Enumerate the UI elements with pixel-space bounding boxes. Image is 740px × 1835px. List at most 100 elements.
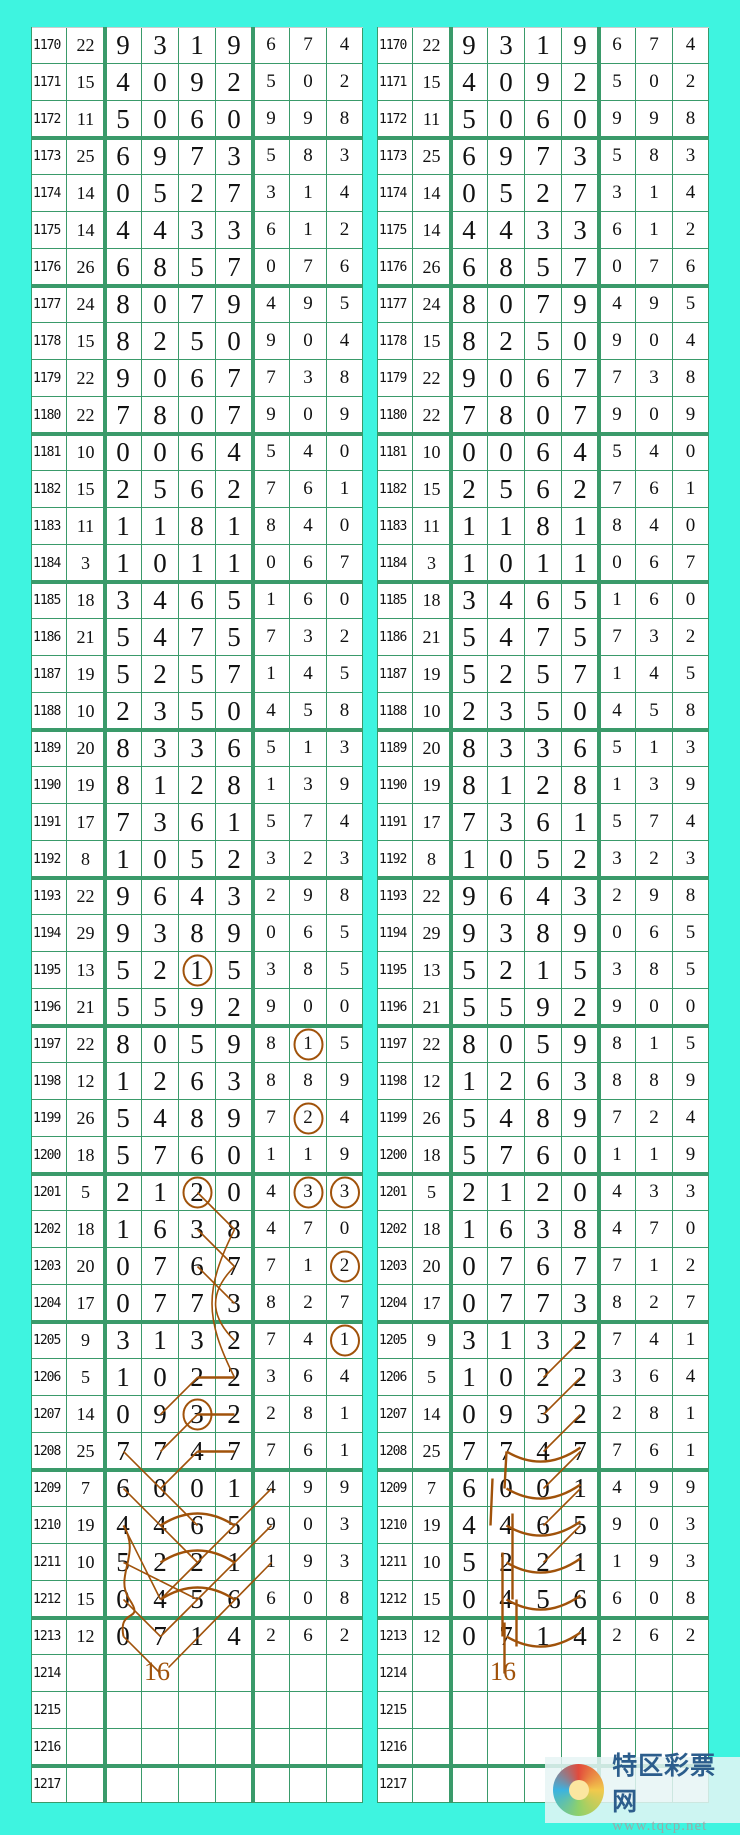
extra-digit bbox=[290, 1692, 327, 1729]
main-digit: 0 bbox=[105, 434, 142, 471]
main-digit bbox=[562, 1692, 599, 1729]
sum-value: 22 bbox=[413, 27, 451, 64]
group-divider bbox=[31, 1616, 363, 1620]
sum-value: 20 bbox=[413, 1248, 451, 1285]
issue-number: 1211 bbox=[31, 1544, 67, 1581]
main-digit: 3 bbox=[142, 804, 179, 841]
main-digit: 7 bbox=[179, 286, 216, 323]
extra-digit: 4 bbox=[636, 434, 673, 471]
issue-number: 1175 bbox=[377, 212, 413, 249]
main-digit: 0 bbox=[451, 1581, 488, 1618]
main-digit: 2 bbox=[488, 656, 525, 693]
extra-digit: 4 bbox=[327, 27, 363, 64]
main-digit: 5 bbox=[142, 175, 179, 212]
main-digit: 7 bbox=[488, 1433, 525, 1470]
sum-value: 13 bbox=[413, 952, 451, 989]
site-logo-icon bbox=[553, 1764, 605, 1816]
issue-number: 1186 bbox=[31, 619, 67, 656]
main-digit: 0 bbox=[488, 545, 525, 582]
main-digit: 8 bbox=[216, 767, 253, 804]
sum-value: 22 bbox=[67, 878, 105, 915]
main-digit: 2 bbox=[451, 1174, 488, 1211]
main-digit: 9 bbox=[451, 878, 488, 915]
main-digit: 4 bbox=[488, 1100, 525, 1137]
issue-number: 1199 bbox=[377, 1100, 413, 1137]
extra-digit: 3 bbox=[290, 619, 327, 656]
main-digit: 1 bbox=[142, 767, 179, 804]
extra-digit: 3 bbox=[636, 619, 673, 656]
extra-digit: 6 bbox=[636, 582, 673, 619]
main-digit: 4 bbox=[488, 1581, 525, 1618]
main-digit: 2 bbox=[216, 64, 253, 101]
sum-value: 10 bbox=[67, 434, 105, 471]
main-digit: 6 bbox=[216, 730, 253, 767]
extra-digit: 9 bbox=[599, 101, 636, 138]
main-digit bbox=[451, 1729, 488, 1766]
extra-digit: 1 bbox=[599, 1137, 636, 1174]
main-digit: 8 bbox=[451, 767, 488, 804]
main-digit: 0 bbox=[562, 1137, 599, 1174]
issue-number: 1217 bbox=[31, 1766, 67, 1803]
main-digit: 2 bbox=[216, 989, 253, 1026]
main-digit bbox=[216, 1692, 253, 1729]
extra-digit: 7 bbox=[290, 1211, 327, 1248]
extra-digit bbox=[673, 1655, 709, 1692]
issue-number: 1208 bbox=[377, 1433, 413, 1470]
main-digit: 9 bbox=[451, 27, 488, 64]
extra-digit: 2 bbox=[673, 619, 709, 656]
main-digit: 9 bbox=[179, 989, 216, 1026]
watermark-url[interactable]: www.tqcp.net bbox=[612, 1817, 708, 1834]
extra-digit: 8 bbox=[290, 952, 327, 989]
extra-digit: 8 bbox=[673, 1581, 709, 1618]
issue-number: 1177 bbox=[31, 286, 67, 323]
extra-digit: 6 bbox=[290, 1618, 327, 1655]
sum-value: 25 bbox=[67, 138, 105, 175]
extra-digit: 2 bbox=[253, 1618, 290, 1655]
extra-digit: 5 bbox=[599, 64, 636, 101]
sum-value: 24 bbox=[413, 286, 451, 323]
main-digit: 1 bbox=[105, 841, 142, 878]
extra-digit: 1 bbox=[327, 471, 363, 508]
sum-value: 10 bbox=[67, 693, 105, 730]
main-digit: 4 bbox=[105, 1507, 142, 1544]
sum-value: 21 bbox=[67, 619, 105, 656]
issue-number: 1191 bbox=[377, 804, 413, 841]
sum-value: 17 bbox=[413, 1285, 451, 1322]
main-digit: 7 bbox=[216, 1248, 253, 1285]
main-digit: 1 bbox=[562, 545, 599, 582]
extra-digit: 7 bbox=[636, 804, 673, 841]
main-digit: 2 bbox=[525, 1544, 562, 1581]
main-digit: 5 bbox=[179, 1581, 216, 1618]
extra-digit: 4 bbox=[673, 323, 709, 360]
main-digit: 8 bbox=[142, 249, 179, 286]
main-digit: 5 bbox=[525, 656, 562, 693]
extra-digit: 3 bbox=[290, 360, 327, 397]
sum-value: 20 bbox=[67, 1248, 105, 1285]
issue-number: 1193 bbox=[31, 878, 67, 915]
extra-digit: 4 bbox=[253, 286, 290, 323]
main-digit: 5 bbox=[216, 1507, 253, 1544]
sum-value bbox=[67, 1692, 105, 1729]
main-digit: 7 bbox=[488, 1618, 525, 1655]
main-digit: 2 bbox=[562, 471, 599, 508]
main-digit: 7 bbox=[105, 1433, 142, 1470]
sum-value: 8 bbox=[413, 841, 451, 878]
main-digit: 1 bbox=[179, 1618, 216, 1655]
main-digit: 5 bbox=[179, 249, 216, 286]
main-digit: 4 bbox=[142, 1100, 179, 1137]
extra-digit: 9 bbox=[290, 101, 327, 138]
sum-value: 25 bbox=[67, 1433, 105, 1470]
sum-value: 29 bbox=[413, 915, 451, 952]
main-digit: 1 bbox=[179, 27, 216, 64]
extra-digit: 0 bbox=[673, 434, 709, 471]
extra-digit: 5 bbox=[327, 915, 363, 952]
left-draw-table: 1170 22 9 3 1 9 6 7 4 1171 15 4 0 9 2 5 0 2 1172 11 5 0 6 0 9 9 8 1… bbox=[31, 27, 363, 1803]
column-divider bbox=[251, 27, 255, 1803]
issue-number: 1173 bbox=[377, 138, 413, 175]
main-digit: 7 bbox=[562, 656, 599, 693]
main-digit: 6 bbox=[525, 1137, 562, 1174]
main-digit: 0 bbox=[142, 841, 179, 878]
main-digit bbox=[216, 1729, 253, 1766]
main-digit: 4 bbox=[562, 1618, 599, 1655]
main-digit: 6 bbox=[488, 878, 525, 915]
